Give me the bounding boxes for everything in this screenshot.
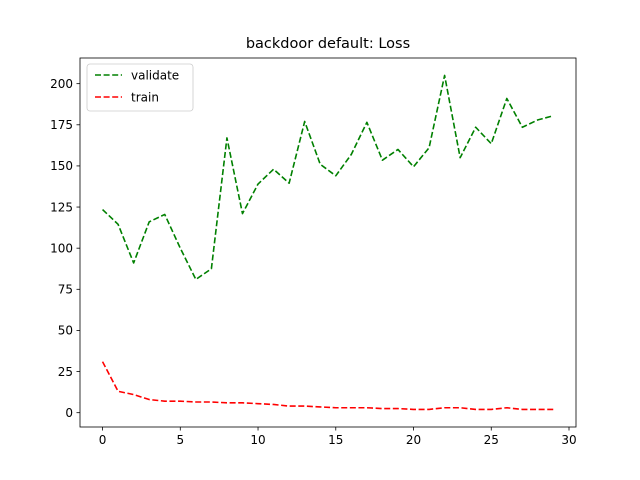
x-tick-label: 20	[406, 433, 421, 447]
y-tick-label: 0	[65, 406, 73, 420]
x-tick-label: 25	[484, 433, 499, 447]
plot-area	[101, 74, 554, 411]
y-tick-label: 50	[58, 324, 73, 338]
train-series-line	[101, 361, 554, 411]
legend-label-train: train	[131, 90, 159, 104]
y-tick-label: 25	[58, 365, 73, 379]
axes-frame	[79, 57, 577, 428]
validate-series-line	[101, 74, 554, 281]
x-tick-label: 0	[99, 433, 107, 447]
x-tick-label: 15	[328, 433, 343, 447]
x-tick-label: 10	[250, 433, 265, 447]
y-tick-label: 175	[50, 118, 73, 132]
y-tick-label: 200	[50, 77, 73, 91]
chart-title: backdoor default: Loss	[246, 36, 410, 52]
legend-label-validate: validate	[131, 68, 179, 82]
y-tick-label: 125	[50, 200, 73, 214]
y-tick-label: 75	[58, 283, 73, 297]
x-tick-label: 30	[561, 433, 576, 447]
axes: 0 5 10 15 20 25 30 0 25 50 75 100 125 150 175 200	[50, 57, 577, 447]
y-tick-label: 100	[50, 241, 73, 255]
legend: validate train	[86, 63, 194, 112]
x-tick-label: 5	[176, 433, 184, 447]
y-tick-label: 150	[50, 159, 73, 173]
